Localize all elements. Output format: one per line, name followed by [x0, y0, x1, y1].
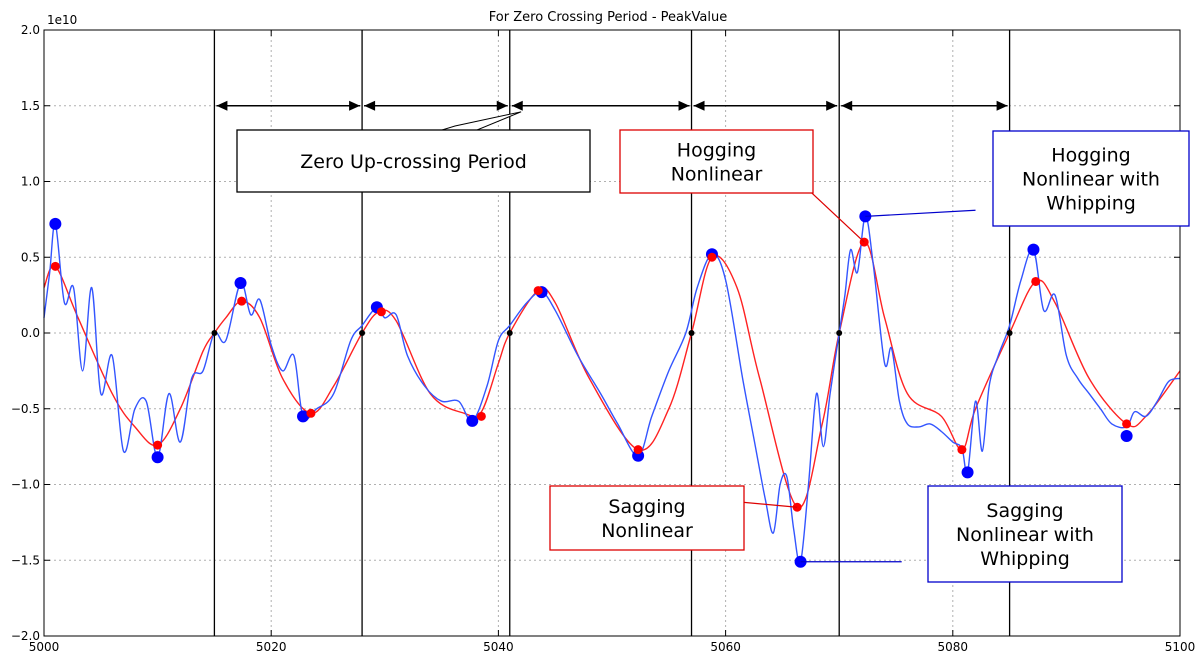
blue-peak-marker: [151, 451, 164, 464]
arrow-head-right: [996, 100, 1008, 111]
arrow-head-right: [826, 100, 838, 111]
arrow-head-left: [841, 100, 853, 111]
blue-peak-marker: [49, 217, 62, 230]
y-tick-label: 2.0: [21, 23, 40, 37]
red-peak-marker: [237, 296, 247, 306]
series-line-2: [43, 215, 1181, 564]
annotation-text-sagw: Whipping: [980, 548, 1070, 570]
arrow-head-left: [364, 100, 376, 111]
zero-crossing-point: [359, 330, 366, 336]
annotation-box-sagw: [927, 485, 1123, 583]
y-tick-label: −2.0: [11, 629, 40, 643]
annotation-text-period: Zero Up-crossing Period: [300, 151, 527, 173]
x-tick-label: 5100: [1165, 640, 1196, 654]
red-peak-marker: [1122, 419, 1132, 429]
red-peak-marker: [153, 440, 163, 450]
annotation-text-hog: Nonlinear: [671, 164, 763, 186]
arrow-head-right: [349, 100, 361, 111]
y-tick-label: 0.5: [21, 250, 40, 264]
red-peak-marker: [957, 445, 967, 455]
chart-title: For Zero Crossing Period - PeakValue: [489, 10, 727, 25]
y-tick-label: −1.5: [11, 553, 40, 567]
blue-peak-marker: [297, 410, 310, 423]
annotations: Zero Up-crossing PeriodHoggingNonlinearH…: [236, 111, 1190, 583]
zero-crossing-point: [1006, 330, 1013, 336]
annotation-box-hog: [619, 129, 814, 194]
annotation-box-hogw: [992, 130, 1190, 227]
blue-peak-marker: [961, 466, 974, 479]
period-arrows: [216, 100, 1008, 111]
zero-crossing-point: [506, 330, 513, 336]
y-offset-label: 1e10: [47, 13, 77, 27]
annotation-leader-line: [865, 209, 976, 217]
arrow-head-left: [511, 100, 523, 111]
y-tick-label: −1.0: [11, 478, 40, 492]
annotation-text-hogw: Whipping: [1046, 193, 1136, 215]
x-tick-label: 5060: [710, 640, 741, 654]
x-tick-label: 5040: [483, 640, 514, 654]
red-peak-marker: [476, 411, 486, 421]
arrow-head-left: [216, 100, 228, 111]
annotation-text-sag: Sagging: [608, 496, 685, 518]
annotation-box-sag: [549, 485, 745, 551]
red-peak-marker: [633, 445, 643, 455]
y-tick-label: 0.0: [21, 326, 40, 340]
annotation-box-period: [236, 129, 591, 193]
zero-crossing-point: [211, 330, 218, 336]
axis-ticks: 5000 5020 5040 5060 5080 5100 −2.0 −1.5 −1.0 −0.5…: [11, 23, 1195, 654]
blue-peak-marker: [1120, 430, 1133, 443]
x-tick-label: 5000: [29, 640, 60, 654]
red-peak-marker: [1031, 276, 1041, 286]
zero-crossing-point: [836, 330, 843, 336]
zero-crossing-points: [211, 330, 1013, 336]
blue-peak-marker: [1027, 243, 1040, 256]
annotation-text-sag: Nonlinear: [601, 520, 693, 542]
red-peak-marker: [50, 261, 60, 271]
annotation-leader-line: [810, 191, 865, 243]
annotation-text-hog: Hogging: [677, 140, 756, 162]
annotation-text-hogw: Nonlinear with: [1022, 169, 1160, 191]
arrow-head-left: [693, 100, 705, 111]
blue-peak-marker: [466, 414, 479, 427]
annotation-text-hogw: Hogging: [1051, 145, 1130, 167]
red-peak-marker: [533, 286, 543, 296]
red-peak-marker: [306, 408, 316, 418]
x-tick-label: 5080: [938, 640, 969, 654]
blue-peak-marker: [234, 277, 247, 290]
annotation-text-sagw: Sagging: [986, 500, 1063, 522]
arrow-head-right: [678, 100, 690, 111]
y-tick-label: 1.0: [21, 175, 40, 189]
annotation-text-sagw: Nonlinear with: [956, 524, 1094, 546]
red-peak-marker: [376, 307, 386, 317]
red-peak-marker: [707, 252, 717, 262]
y-tick-label: 1.5: [21, 99, 40, 113]
arrow-head-right: [496, 100, 508, 111]
y-tick-label: −0.5: [11, 402, 40, 416]
x-tick-label: 5020: [256, 640, 287, 654]
zero-crossing-point: [688, 330, 695, 336]
